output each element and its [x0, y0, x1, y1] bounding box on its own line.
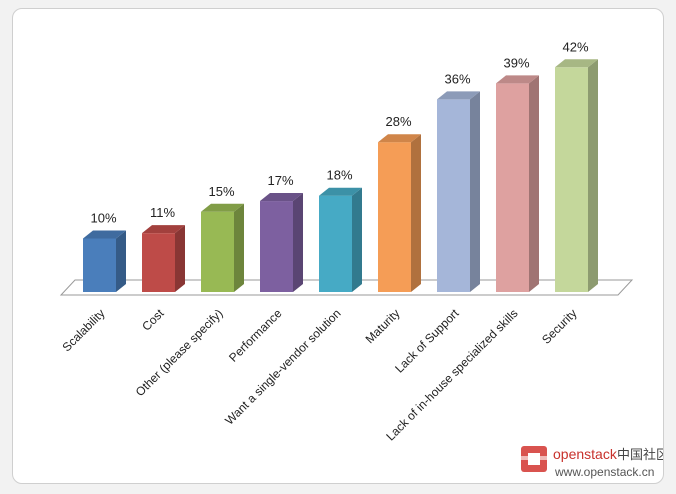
value-label: 18% — [326, 168, 352, 183]
bar — [142, 225, 185, 292]
bar — [319, 187, 362, 292]
value-labels-group: 10% 11% 15% 17% 18% 28% 36% 39% 42% — [90, 39, 588, 225]
category-label: Scalability — [60, 306, 108, 354]
bar-top — [437, 91, 480, 100]
bar-top — [378, 134, 421, 143]
bar-front — [260, 201, 293, 292]
bar-side — [529, 75, 539, 292]
value-label: 10% — [90, 211, 116, 226]
bar-side — [411, 134, 421, 292]
bar-side — [234, 203, 244, 292]
value-label: 28% — [385, 114, 411, 129]
watermark: openstack 中国社区 www.openstack.cn — [521, 446, 663, 479]
watermark-brand: openstack — [553, 446, 618, 462]
value-label: 15% — [208, 184, 234, 199]
bar-front — [201, 211, 234, 292]
category-label: Performance — [226, 306, 285, 365]
value-label: 42% — [562, 39, 588, 54]
bar-front — [437, 99, 470, 293]
category-label: Cost — [139, 306, 167, 334]
category-label: Want a single-vendor solution — [222, 306, 343, 427]
bar-top — [555, 59, 598, 68]
bar-top — [201, 203, 244, 212]
watermark-brand-cn: 中国社区 — [617, 447, 663, 462]
bar-side — [470, 91, 480, 293]
value-label: 17% — [267, 173, 293, 188]
bar-side — [588, 59, 598, 292]
bar-front — [142, 233, 175, 292]
bar — [437, 91, 480, 293]
bar-top — [260, 193, 303, 202]
bar-front — [319, 195, 352, 292]
bar — [555, 59, 598, 292]
value-label: 39% — [503, 55, 529, 70]
value-label: 11% — [150, 205, 175, 220]
bar-side — [352, 187, 362, 292]
category-label: Maturity — [363, 306, 403, 346]
bar-front — [83, 238, 116, 292]
bar — [83, 230, 126, 292]
category-label: Lack of in-house specialized skills — [383, 306, 520, 443]
bar-top — [496, 75, 539, 84]
chart-frame: 10% 11% 15% 17% 18% 28% 36% 39% 42% Scalability C… — [12, 8, 664, 484]
bar-top — [83, 230, 126, 239]
bars-group — [83, 59, 598, 293]
bar-side — [116, 230, 126, 292]
bar — [378, 134, 421, 292]
bar-front — [555, 67, 588, 292]
bar — [496, 75, 539, 292]
bar-side — [175, 225, 185, 292]
bar-front — [496, 83, 529, 292]
bar-top — [142, 225, 185, 234]
watermark-url: www.openstack.cn — [554, 465, 654, 479]
bar — [260, 193, 303, 292]
bar-chart: 10% 11% 15% 17% 18% 28% 36% 39% 42% Scalability C… — [60, 39, 663, 479]
bar-side — [293, 193, 303, 292]
category-label: Security — [539, 306, 580, 347]
value-label: 36% — [444, 71, 470, 86]
openstack-logo-icon — [521, 446, 547, 472]
bar-top — [319, 187, 362, 196]
bar — [201, 203, 244, 292]
bar-front — [378, 142, 411, 292]
